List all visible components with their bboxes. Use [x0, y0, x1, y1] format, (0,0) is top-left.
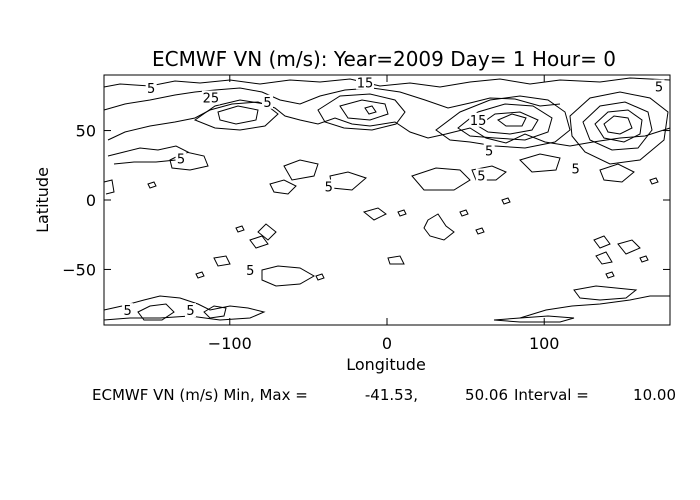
contour-line: [107, 101, 671, 147]
contour-label: 5: [246, 264, 254, 279]
stats-interval-label: Interval =: [514, 386, 589, 404]
contour-label-bg: [323, 179, 335, 194]
contour-label: 15: [357, 76, 374, 91]
stats-caption: ECMWF VN (m/s) Min, Max =: [92, 386, 308, 404]
contour-label-bg: [201, 90, 220, 105]
contour-label-bg: [653, 79, 665, 94]
y-axis-label: Latitude: [33, 167, 52, 233]
contour-line: [249, 235, 269, 249]
contour-line: [269, 179, 297, 195]
contour-line: [261, 265, 316, 287]
contour-label-bg: [145, 80, 157, 95]
contour-label-bg: [262, 94, 274, 109]
contour-label: 5: [147, 82, 155, 97]
contour-label: 5: [123, 304, 131, 319]
contour-label-bg: [475, 168, 487, 183]
contour-line: [217, 105, 259, 125]
contour-label: 5: [477, 169, 485, 184]
contour-line: [362, 207, 387, 221]
contour-line: [573, 285, 638, 301]
contour-label: 15: [470, 114, 487, 129]
contour-label-bg: [175, 151, 187, 166]
contour-label: 5: [177, 153, 185, 168]
contour-line: [493, 315, 575, 323]
contour-line: [329, 171, 367, 191]
contour-label-bg: [184, 303, 196, 318]
contour-line: [639, 255, 649, 263]
contour-label: 5: [186, 304, 194, 319]
contour-line: [103, 295, 266, 321]
contour-label: 5: [263, 96, 271, 111]
contour-line: [435, 95, 571, 149]
x-axis-ticks: −100 0 100: [208, 75, 560, 353]
contour-line: [593, 235, 611, 249]
contour-label-bg: [570, 161, 582, 176]
contour-line: [397, 209, 407, 217]
contour-line: [519, 295, 670, 319]
contour-line: [315, 273, 325, 281]
contour-line: [605, 271, 615, 279]
contour-line: [519, 153, 561, 173]
contour-line: [103, 179, 115, 195]
y-tick-label: −50: [62, 260, 96, 279]
contour-line: [603, 115, 633, 135]
contour-lines: [103, 77, 671, 323]
stats-min: -41.53,: [365, 386, 418, 404]
y-tick-label: 50: [76, 122, 96, 141]
x-axis-label: Longitude: [346, 355, 426, 374]
chart-title: ECMWF VN (m/s): Year=2009 Day= 1 Hour= 0: [152, 47, 616, 71]
contour-line: [501, 197, 511, 205]
contour-line: [107, 145, 189, 165]
contour-label-bg: [469, 112, 488, 127]
contour-label-bg: [244, 262, 256, 277]
contour-line: [459, 209, 469, 217]
contour-line: [147, 181, 157, 189]
contour-label: 25: [203, 92, 220, 107]
contour-line: [477, 111, 539, 135]
contour-line: [457, 103, 553, 141]
contour-label-bg: [355, 75, 374, 90]
y-axis-ticks: −50 0 50: [62, 122, 670, 279]
contour-line: [569, 91, 669, 165]
stats-interval: 10.00: [633, 386, 676, 404]
contour-line: [195, 271, 205, 279]
contour-line: [594, 109, 643, 143]
stats-line: ECMWF VN (m/s) Min, Max = -41.53, 50.06 …: [92, 386, 676, 404]
stats-max: 50.06: [465, 386, 508, 404]
contour-label: 5: [572, 162, 580, 177]
contour-label: 5: [485, 144, 493, 159]
contour-line: [103, 87, 561, 111]
x-tick-label: 0: [382, 334, 392, 353]
contour-line: [423, 213, 455, 241]
contour-line: [599, 163, 635, 183]
contour-line: [257, 223, 277, 241]
contour-line: [475, 227, 485, 235]
contour-line: [364, 105, 377, 115]
contour-line: [582, 101, 653, 151]
contour-line: [317, 93, 406, 131]
contour-line: [213, 255, 231, 267]
contour-line: [649, 177, 659, 185]
contour-line: [137, 303, 175, 321]
contour-line: [387, 255, 405, 265]
contour-line: [235, 225, 245, 233]
contour-label-bg: [122, 303, 134, 318]
x-tick-label: −100: [208, 334, 252, 353]
contour-line: [617, 239, 641, 255]
contour-line: [411, 167, 471, 191]
contour-line: [497, 113, 527, 127]
contour-line: [595, 251, 613, 265]
contour-line: [471, 165, 507, 181]
contour-label-bg: [483, 143, 495, 158]
contour-line: [339, 99, 389, 121]
contour-line: [283, 159, 319, 181]
contour-label: 5: [655, 81, 663, 96]
contour-line: [193, 99, 279, 131]
y-tick-label: 0: [86, 191, 96, 210]
x-tick-label: 100: [529, 334, 560, 353]
contour-label: 5: [325, 181, 333, 196]
contour-line: [203, 305, 227, 319]
